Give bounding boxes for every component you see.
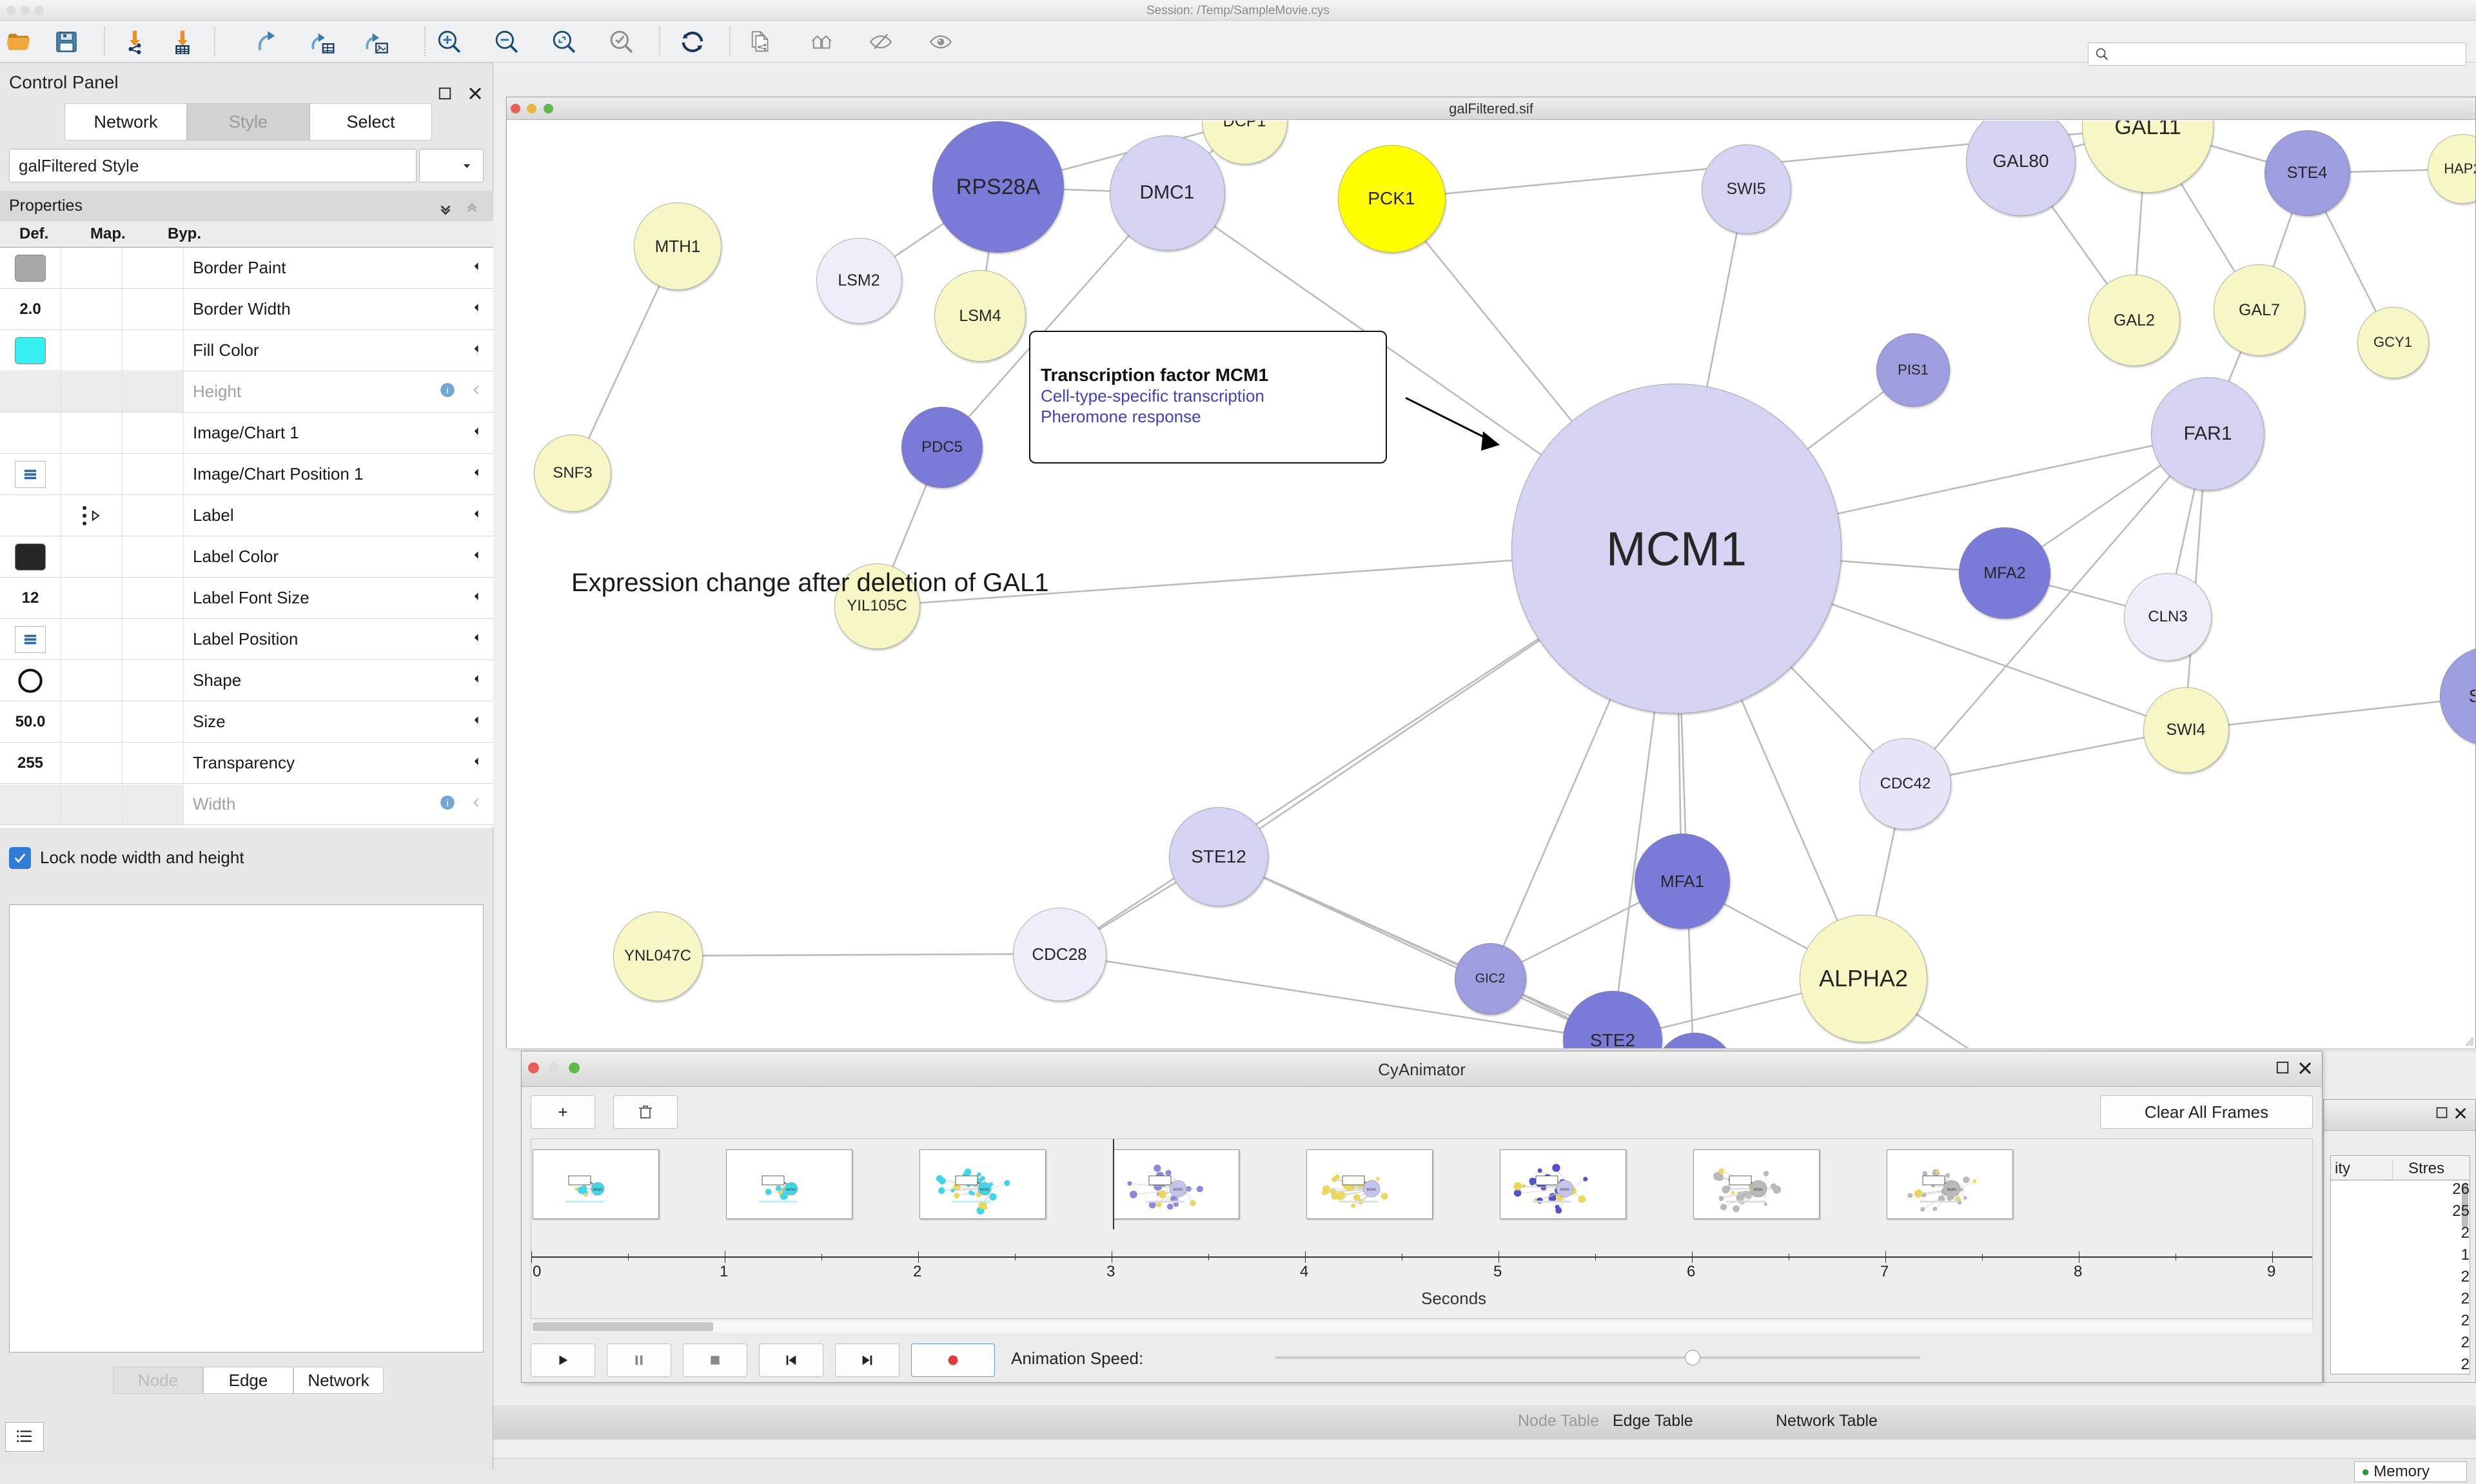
svg-text:MCM1: MCM1 [1174, 1188, 1183, 1192]
svg-text:MCM1: MCM1 [787, 1188, 796, 1192]
svg-text:i: i [446, 385, 448, 396]
svg-text:MCM1: MCM1 [593, 1188, 603, 1192]
svg-text:MCM1: MCM1 [1560, 1188, 1570, 1192]
svg-text:MCM1: MCM1 [1754, 1188, 1764, 1192]
svg-text:MCM1: MCM1 [980, 1188, 990, 1192]
svg-text:i: i [446, 797, 448, 808]
svg-text:MCM1: MCM1 [1367, 1188, 1377, 1192]
svg-text:MCM1: MCM1 [1947, 1188, 1957, 1192]
